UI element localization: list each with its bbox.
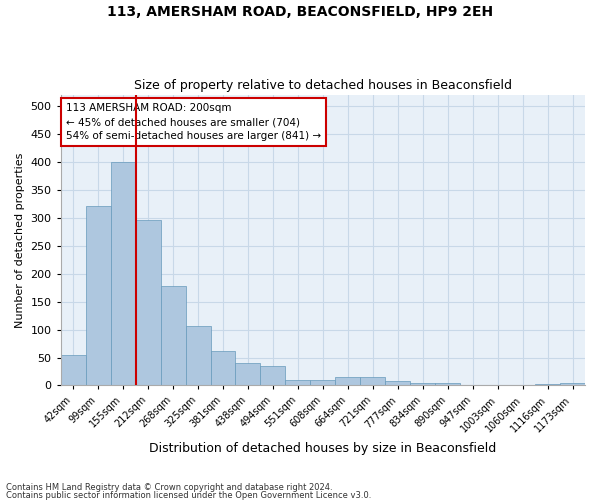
Bar [510, 385, 535, 386]
Bar [86, 206, 110, 386]
Bar [136, 220, 161, 386]
Text: 113, AMERSHAM ROAD, BEACONSFIELD, HP9 2EH: 113, AMERSHAM ROAD, BEACONSFIELD, HP9 2E… [107, 5, 493, 19]
Bar [460, 385, 485, 386]
Text: Contains HM Land Registry data © Crown copyright and database right 2024.: Contains HM Land Registry data © Crown c… [6, 484, 332, 492]
Bar [286, 380, 310, 386]
Bar [385, 381, 410, 386]
Bar [161, 286, 185, 386]
Bar [310, 380, 335, 386]
Bar [410, 382, 435, 386]
Bar [61, 354, 86, 386]
Y-axis label: Number of detached properties: Number of detached properties [15, 152, 25, 328]
Bar [211, 351, 235, 386]
Text: 113 AMERSHAM ROAD: 200sqm
← 45% of detached houses are smaller (704)
54% of semi: 113 AMERSHAM ROAD: 200sqm ← 45% of detac… [66, 104, 321, 142]
Bar [560, 383, 585, 386]
Bar [260, 366, 286, 386]
Bar [185, 326, 211, 386]
Text: Contains public sector information licensed under the Open Government Licence v3: Contains public sector information licen… [6, 490, 371, 500]
Bar [535, 384, 560, 386]
Bar [435, 383, 460, 386]
Title: Size of property relative to detached houses in Beaconsfield: Size of property relative to detached ho… [134, 79, 512, 92]
Bar [485, 385, 510, 386]
Bar [110, 162, 136, 386]
Bar [235, 363, 260, 386]
X-axis label: Distribution of detached houses by size in Beaconsfield: Distribution of detached houses by size … [149, 442, 496, 455]
Bar [361, 377, 385, 386]
Bar [335, 377, 361, 386]
